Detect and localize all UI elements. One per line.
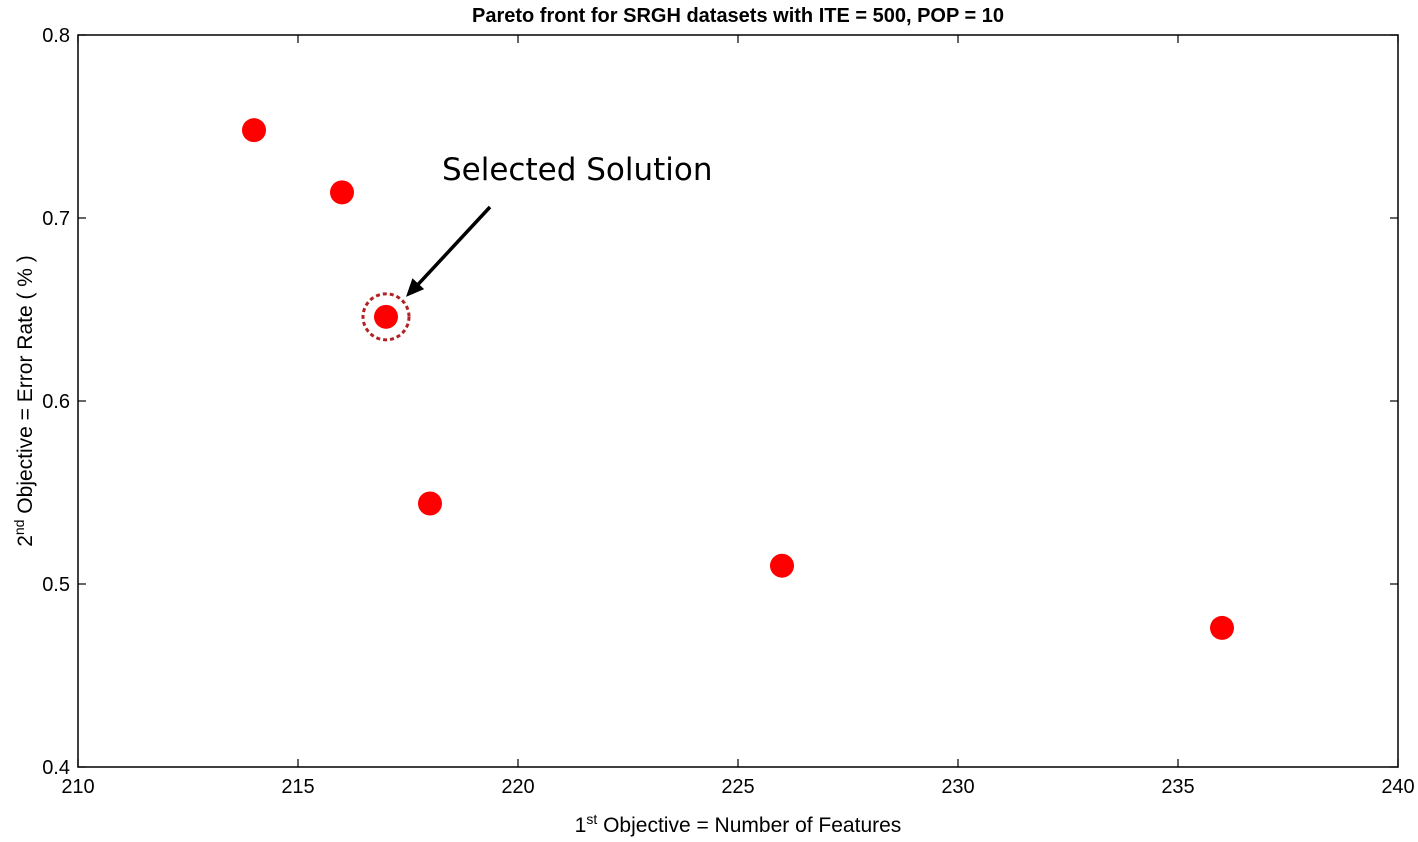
- x-axis-label: 1st Objective = Number of Features: [575, 811, 902, 837]
- y-tick-label: 0.4: [42, 757, 70, 779]
- x-tick-label: 220: [501, 776, 534, 798]
- x-tick-label: 210: [61, 776, 94, 798]
- y-tick-label: 0.6: [42, 391, 70, 413]
- data-point: [242, 118, 266, 143]
- x-tick-label: 230: [941, 776, 974, 798]
- data-point: [418, 491, 442, 516]
- x-tick-label: 225: [721, 776, 754, 798]
- selected-data-point: [374, 304, 398, 329]
- y-tick-label: 0.7: [42, 208, 70, 230]
- y-tick-label: 0.5: [42, 574, 70, 596]
- y-tick-label: 0.8: [42, 25, 70, 47]
- data-point: [330, 180, 354, 205]
- annotation-label: Selected Solution: [442, 152, 713, 188]
- x-tick-label: 215: [281, 776, 314, 798]
- plot-frame: [77, 34, 1399, 768]
- selected-point-highlight-ring: [361, 292, 411, 342]
- data-points: [242, 118, 1234, 640]
- selected-solution-annotation: Selected Solution: [406, 152, 713, 297]
- x-tick-label: 235: [1161, 776, 1194, 798]
- data-point: [770, 553, 794, 578]
- x-tick-label: 240: [1381, 776, 1414, 798]
- y-axis-label: 2nd Objective = Error Rate ( % ): [11, 255, 37, 547]
- data-point: [1210, 615, 1234, 640]
- chart-title: Pareto front for SRGH datasets with ITE …: [472, 5, 1004, 27]
- annotation-arrow-head: [406, 278, 425, 297]
- axis-ticks: 210 215 220 225 230 235 240 0.4 0.5 0.6 0.7 0.8: [42, 25, 1415, 798]
- annotation-arrow-shaft: [412, 205, 492, 291]
